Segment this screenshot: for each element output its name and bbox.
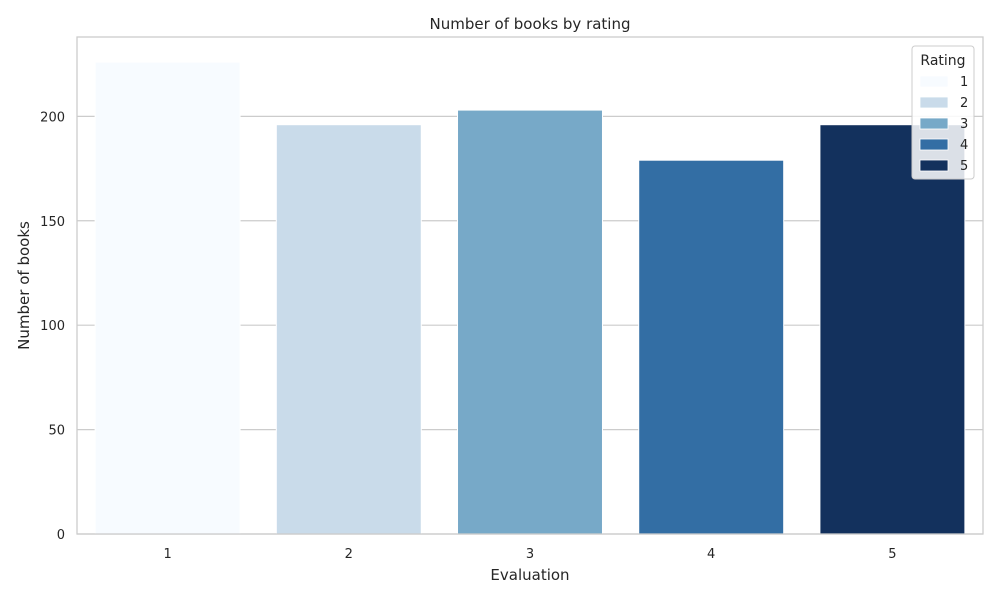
x-axis-ticks: 1 2 3 4 5 xyxy=(163,547,896,562)
y-axis-ticks: 0 50 100 150 200 xyxy=(40,110,65,543)
legend-label: 1 xyxy=(960,75,968,90)
x-tick-label: 2 xyxy=(345,547,353,562)
y-axis-label: Number of books xyxy=(15,221,33,350)
legend-title: Rating xyxy=(920,53,965,69)
legend-swatch xyxy=(919,159,949,172)
y-tick-label: 50 xyxy=(48,424,65,439)
y-tick-label: 0 xyxy=(57,528,65,543)
y-tick-label: 150 xyxy=(40,215,65,230)
legend-swatch xyxy=(919,75,949,88)
legend-label: 3 xyxy=(960,117,968,132)
legend-swatch xyxy=(919,96,949,109)
bars xyxy=(94,61,966,535)
legend-label: 2 xyxy=(960,96,968,111)
legend-items: 1 2 3 4 5 xyxy=(919,75,968,174)
bar-rating-1 xyxy=(94,61,241,535)
chart-title: Number of books by rating xyxy=(430,15,631,33)
y-tick-label: 100 xyxy=(40,319,65,334)
legend-label: 5 xyxy=(960,159,968,174)
x-tick-label: 3 xyxy=(526,547,534,562)
legend-swatch xyxy=(919,138,949,151)
bar-rating-3 xyxy=(457,109,603,535)
x-axis-label: Evaluation xyxy=(490,566,569,584)
x-tick-label: 4 xyxy=(707,547,715,562)
legend-label: 4 xyxy=(960,138,968,153)
legend-swatch xyxy=(919,117,949,130)
legend: Rating 1 2 3 4 5 xyxy=(911,45,975,180)
x-tick-label: 5 xyxy=(888,547,896,562)
x-tick-label: 1 xyxy=(163,547,171,562)
plot-frame xyxy=(76,36,984,535)
bar-rating-5 xyxy=(819,124,966,535)
y-tick-label: 200 xyxy=(40,110,65,125)
bar-rating-2 xyxy=(275,124,422,535)
bar-rating-4 xyxy=(638,159,785,535)
